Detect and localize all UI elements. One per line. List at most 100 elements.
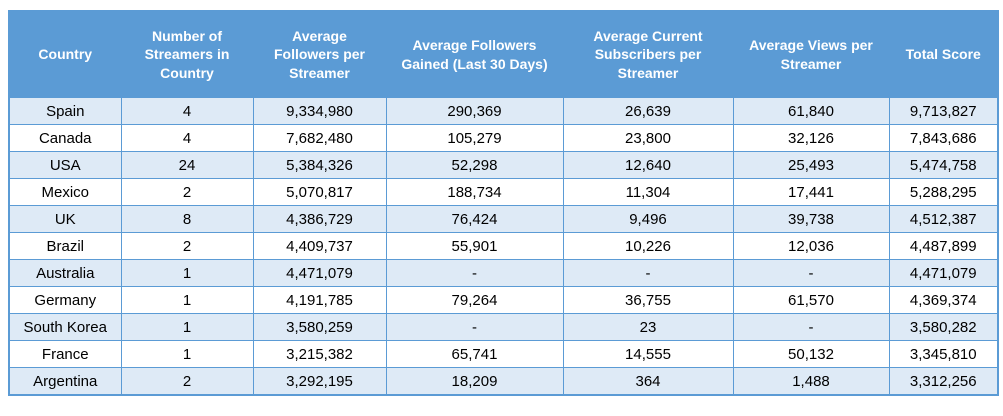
value-cell: 5,474,758 xyxy=(888,151,999,179)
country-cell: Canada xyxy=(8,124,122,152)
value-cell: 2 xyxy=(120,178,254,206)
value-cell: 4,512,387 xyxy=(888,205,999,233)
table-row: Argentina 2 3,292,195 18,209 364 1,488 3,312,2… xyxy=(8,367,999,396)
value-cell: 5,288,295 xyxy=(888,178,999,206)
value-cell: 25,493 xyxy=(732,151,890,179)
value-cell: 3,580,259 xyxy=(252,313,387,341)
table-row: Brazil 2 4,409,737 55,901 10,226 12,036 4,487,… xyxy=(8,232,999,260)
value-cell: 24 xyxy=(120,151,254,179)
value-cell: - xyxy=(385,313,564,341)
value-cell: 2 xyxy=(120,367,254,396)
value-cell: 32,126 xyxy=(732,124,890,152)
value-cell: 61,840 xyxy=(732,97,890,125)
value-cell: 2 xyxy=(120,232,254,260)
value-cell: 188,734 xyxy=(385,178,564,206)
value-cell: 3,580,282 xyxy=(888,313,999,341)
value-cell: 12,036 xyxy=(732,232,890,260)
value-cell: 1,488 xyxy=(732,367,890,396)
value-cell: 23,800 xyxy=(562,124,734,152)
country-cell: Brazil xyxy=(8,232,122,260)
value-cell: 65,741 xyxy=(385,340,564,368)
value-cell: 79,264 xyxy=(385,286,564,314)
value-cell: 10,226 xyxy=(562,232,734,260)
column-header: Average Current Subscribers per Streamer xyxy=(562,10,734,98)
value-cell: 364 xyxy=(562,367,734,396)
table-row: Spain 4 9,334,980 290,369 26,639 61,840 9,713,… xyxy=(8,97,999,125)
column-header: Average Followers Gained (Last 30 Days) xyxy=(385,10,564,98)
value-cell: 1 xyxy=(120,313,254,341)
country-cell: USA xyxy=(8,151,122,179)
value-cell: 52,298 xyxy=(385,151,564,179)
value-cell: 7,843,686 xyxy=(888,124,999,152)
value-cell: 4,471,079 xyxy=(888,259,999,287)
column-header: Number of Streamers in Country xyxy=(120,10,254,98)
table-header: Country Number of Streamers in Country Ave… xyxy=(8,10,999,98)
value-cell: 50,132 xyxy=(732,340,890,368)
value-cell: 76,424 xyxy=(385,205,564,233)
value-cell: 1 xyxy=(120,340,254,368)
column-header: Average Followers per Streamer xyxy=(252,10,387,98)
value-cell: 4,409,737 xyxy=(252,232,387,260)
value-cell: 5,070,817 xyxy=(252,178,387,206)
table-row: Australia 1 4,471,079- - -4,471,079 xyxy=(8,259,999,287)
value-cell: 290,369 xyxy=(385,97,564,125)
value-cell: 17,441 xyxy=(732,178,890,206)
value-cell: 4 xyxy=(120,124,254,152)
value-cell: 9,496 xyxy=(562,205,734,233)
value-cell: 61,570 xyxy=(732,286,890,314)
table-row: USA 24 5,384,326 52,298 12,640 25,493 5,474,75… xyxy=(8,151,999,179)
country-cell: Mexico xyxy=(8,178,122,206)
country-cell: Australia xyxy=(8,259,122,287)
value-cell: 4,369,374 xyxy=(888,286,999,314)
column-header: Total Score xyxy=(888,10,999,98)
table-body: Spain 4 9,334,980 290,369 26,639 61,840 9,713,… xyxy=(8,97,999,396)
country-cell: Argentina xyxy=(8,367,122,396)
value-cell: 36,755 xyxy=(562,286,734,314)
value-cell: 3,312,256 xyxy=(888,367,999,396)
value-cell: 4,487,899 xyxy=(888,232,999,260)
value-cell: - xyxy=(732,259,890,287)
value-cell: 3,292,195 xyxy=(252,367,387,396)
value-cell: 3,215,382 xyxy=(252,340,387,368)
value-cell: 55,901 xyxy=(385,232,564,260)
country-cell: UK xyxy=(8,205,122,233)
country-cell: Germany xyxy=(8,286,122,314)
value-cell: 1 xyxy=(120,286,254,314)
value-cell: 105,279 xyxy=(385,124,564,152)
value-cell: 26,639 xyxy=(562,97,734,125)
table-row: South Korea 1 3,580,259-23-3,580,282 xyxy=(8,313,999,341)
value-cell: 5,384,326 xyxy=(252,151,387,179)
value-cell: 9,713,827 xyxy=(888,97,999,125)
value-cell: 11,304 xyxy=(562,178,734,206)
value-cell: 7,682,480 xyxy=(252,124,387,152)
value-cell: 4 xyxy=(120,97,254,125)
value-cell: 23 xyxy=(562,313,734,341)
value-cell: 3,345,810 xyxy=(888,340,999,368)
value-cell: 12,640 xyxy=(562,151,734,179)
value-cell: - xyxy=(562,259,734,287)
value-cell: 8 xyxy=(120,205,254,233)
value-cell: 1 xyxy=(120,259,254,287)
country-cell: Spain xyxy=(8,97,122,125)
column-header: Country xyxy=(8,10,122,98)
value-cell: 4,191,785 xyxy=(252,286,387,314)
header-row: Country Number of Streamers in Country Ave… xyxy=(8,10,999,98)
value-cell: 39,738 xyxy=(732,205,890,233)
value-cell: 18,209 xyxy=(385,367,564,396)
table-row: Canada 4 7,682,480 105,279 23,800 32,126 7,843… xyxy=(8,124,999,152)
table-row: Mexico 2 5,070,817 188,734 11,304 17,441 5,288… xyxy=(8,178,999,206)
streamers-table: Country Number of Streamers in Country Ave… xyxy=(8,10,999,396)
column-header: Average Views per Streamer xyxy=(732,10,890,98)
value-cell: 14,555 xyxy=(562,340,734,368)
value-cell: 4,471,079 xyxy=(252,259,387,287)
value-cell: - xyxy=(385,259,564,287)
table-row: France 1 3,215,382 65,741 14,555 50,132 3,345,… xyxy=(8,340,999,368)
value-cell: - xyxy=(732,313,890,341)
country-cell: South Korea xyxy=(8,313,122,341)
table-row: Germany 1 4,191,785 79,264 36,755 61,570 4,369… xyxy=(8,286,999,314)
value-cell: 4,386,729 xyxy=(252,205,387,233)
country-cell: France xyxy=(8,340,122,368)
value-cell: 9,334,980 xyxy=(252,97,387,125)
table-row: UK 8 4,386,729 76,424 9,496 39,738 4,512,387 xyxy=(8,205,999,233)
